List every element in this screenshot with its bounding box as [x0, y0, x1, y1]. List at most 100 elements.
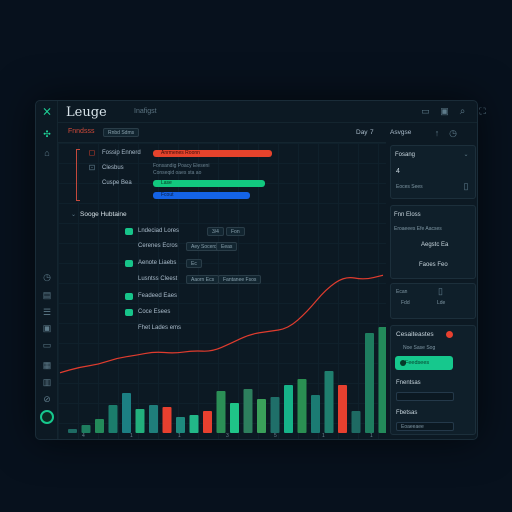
status-value-3: Lase — [161, 180, 172, 186]
x-tick-label: 4 — [82, 433, 85, 439]
box-icon: ⊡ — [88, 163, 96, 172]
day-label[interactable]: Day — [356, 129, 368, 136]
alert-dot-icon — [446, 331, 453, 338]
status-value-1: Anrmenes Roonn — [161, 150, 200, 156]
filter-pill[interactable]: Rnbd Sdms — [103, 128, 140, 137]
chart-bar[interactable] — [95, 419, 104, 433]
list-tag: Eeas — [216, 242, 238, 251]
chart-bar[interactable] — [149, 405, 158, 433]
tab-active[interactable]: Fnndsss — [68, 128, 95, 135]
calendar-icon[interactable]: ▦ — [42, 359, 52, 370]
chart-bar[interactable] — [378, 327, 387, 433]
chart-bar[interactable] — [351, 411, 361, 433]
status-bar-blue — [153, 192, 250, 199]
bar-line-chart: 4 1 1 3 5 1 1 — [59, 274, 387, 439]
main-panel: ◻ ⊡ Fossip Ennerd Clesbus Cuspe Bea Anrm… — [58, 143, 386, 439]
chart-bar[interactable] — [176, 417, 185, 433]
chart-bar[interactable] — [68, 429, 77, 433]
list-heading: Sooge Hubtaine — [80, 211, 127, 218]
card-value-2: Faoes Feo — [419, 262, 448, 268]
list-chip — [125, 260, 133, 267]
graph-icon[interactable]: ✣ — [43, 128, 51, 139]
icon-rail: ⨯ ✣ ⌂ ◷ ▤ ☰ ▣ ▭ ▦ ▥ ⊘ — [36, 101, 58, 439]
doc-icon[interactable]: ▯ — [438, 286, 443, 296]
list-item-label[interactable]: Cerenes Ecros — [138, 243, 178, 249]
chart-bar[interactable] — [108, 405, 118, 433]
field-2[interactable]: Eoaeeaee — [396, 422, 454, 431]
chart-bar[interactable] — [270, 397, 280, 433]
chart-bar[interactable] — [365, 333, 374, 433]
breadcrumb[interactable]: Inafigst — [134, 108, 157, 115]
chart-bar[interactable] — [243, 389, 253, 433]
clock-icon[interactable]: ◷ — [43, 271, 51, 282]
list-item-label[interactable]: Lusntss Cleest — [138, 276, 178, 282]
list-tag: Fantanee Fsos — [218, 275, 262, 284]
list-item-label[interactable]: Fhet Lades ems — [138, 325, 182, 331]
chart-bar[interactable] — [230, 403, 239, 433]
edit-icon[interactable]: ⊘ — [43, 393, 51, 404]
report-icon[interactable]: ▥ — [42, 376, 52, 387]
fullscreen-icon[interactable]: ⛶ — [479, 106, 486, 116]
clock-icon[interactable]: ◷ — [449, 127, 457, 138]
doc-icon[interactable]: ▯ — [463, 180, 469, 191]
chart-bar[interactable] — [162, 407, 172, 433]
x-tick-label: 1 — [322, 433, 325, 439]
chart-bar[interactable] — [324, 371, 334, 433]
field-1[interactable] — [396, 392, 454, 401]
chart-icon[interactable]: ▤ — [42, 289, 52, 300]
chevron-down-icon[interactable]: ⌄ — [70, 211, 77, 218]
doc-icon[interactable]: ▭ — [42, 339, 52, 350]
alert-icon: ◻ — [88, 148, 96, 157]
search-icon[interactable]: ⌕ — [459, 105, 466, 117]
field-label-1: Fnentsas — [396, 380, 421, 386]
app-window: ⨯ ✣ ⌂ ◷ ▤ ☰ ▣ ▭ ▦ ▥ ⊘ Leuge Inafigst ▭ ▣… — [35, 100, 486, 440]
x-tick-label: 1 — [370, 433, 373, 439]
toolbar: Fnndsss Rnbd Sdms Day 7 — [58, 123, 386, 143]
chart-bar[interactable] — [135, 409, 145, 433]
logo-icon[interactable]: ⨯ — [41, 104, 53, 118]
list-chip — [125, 309, 133, 316]
list-chip — [125, 293, 133, 300]
field-label-2: Fbetsas — [396, 410, 418, 416]
app-title: Leuge — [66, 105, 107, 120]
chart-bar[interactable] — [311, 395, 320, 433]
list-item-label[interactable]: Aenote Liaebs — [138, 260, 177, 266]
panel-icon[interactable]: ▭ — [421, 106, 430, 116]
card-sub: Eoces Sees — [396, 184, 423, 190]
chart-bar[interactable] — [257, 399, 266, 433]
chart-bar[interactable] — [122, 393, 131, 433]
chart-bar[interactable] — [216, 391, 226, 433]
card-sub: Noe Sase Sog — [403, 345, 436, 351]
window-icon[interactable]: ▣ — [440, 106, 449, 116]
status-value-2b: Conseqid oaes sta ao — [153, 170, 202, 176]
status-dot-icon[interactable] — [40, 410, 54, 424]
primary-button[interactable]: Feedsees — [395, 356, 453, 370]
chart-bar[interactable] — [284, 385, 293, 433]
chart-bar[interactable] — [297, 379, 307, 433]
list-item-label[interactable]: Feadeed Eaes — [138, 293, 178, 299]
day-badge: 7 — [370, 129, 374, 136]
detail-card: Fnn Eloss Eroaeees Efe Aacses Aegstc Ea … — [390, 205, 476, 279]
card-title: Fosang — [395, 152, 416, 158]
chart-bar[interactable] — [203, 411, 212, 433]
chevron-down-icon[interactable]: ⌄ — [463, 152, 469, 158]
list-item-label[interactable]: Lndeciad Lores — [138, 228, 180, 234]
home-icon[interactable]: ⌂ — [44, 147, 50, 158]
list-tag: Ec — [186, 259, 202, 268]
list-tag: Fon — [226, 227, 245, 236]
chart-bar[interactable] — [189, 415, 199, 433]
image-icon[interactable]: ▣ — [42, 322, 52, 333]
chart-bar[interactable] — [338, 385, 347, 433]
list-icon[interactable]: ☰ — [42, 306, 52, 317]
x-tick-label: 5 — [274, 433, 277, 439]
arrow-icon[interactable]: ↑ — [434, 127, 440, 138]
chart-bar[interactable] — [81, 425, 91, 433]
x-tick-label: 1 — [130, 433, 133, 439]
list-item-label[interactable]: Coce Esees — [138, 309, 171, 315]
stat-c: Lde — [437, 300, 446, 306]
action-card: Cesaiteastes Noe Sase Sog Feedsees Fnent… — [390, 325, 476, 435]
status-value-4: Fcout — [161, 192, 174, 198]
status-label-3: Cuspe Bea — [102, 180, 132, 186]
card-value: Aegstc Ea — [421, 242, 449, 248]
summary-card: Fosang ⌄ 4 Eoces Sees ▯ — [390, 145, 476, 199]
